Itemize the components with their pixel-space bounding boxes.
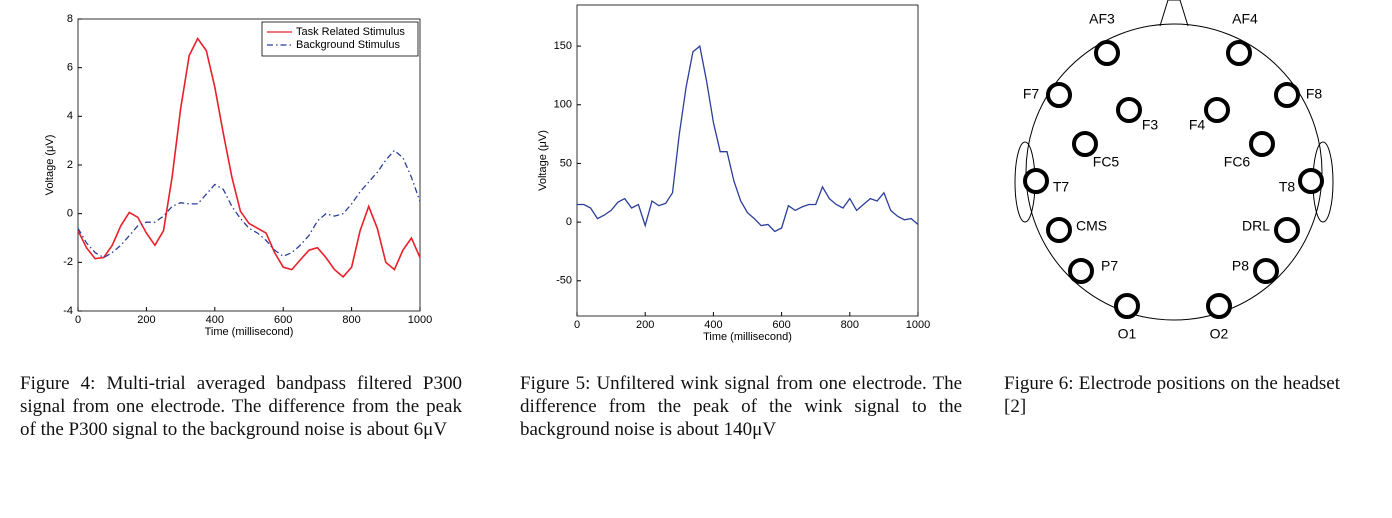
series-line xyxy=(77,149,421,259)
caption: Figure 6: Electrode positions on the hea… xyxy=(1004,373,1340,417)
electrode-label: O1 xyxy=(1118,326,1137,342)
electrode-label: FC5 xyxy=(1093,154,1120,170)
electrode xyxy=(1206,293,1232,319)
electrode-label: FC6 xyxy=(1224,154,1251,170)
electrode-label: T7 xyxy=(1053,179,1070,195)
series-line xyxy=(77,36,421,279)
caption: Figure 4: Multi-trial averaged bandpass … xyxy=(20,373,462,440)
x-tick-label: 0 xyxy=(75,314,81,326)
y-tick-label: 6 xyxy=(67,62,73,74)
x-axis-label: Time (millisecond) xyxy=(703,331,792,343)
y-tick-label: 0 xyxy=(566,216,572,228)
electrode-label: F4 xyxy=(1189,117,1206,133)
electrode xyxy=(1274,217,1300,243)
x-tick-label: 200 xyxy=(137,314,155,326)
head xyxy=(1025,23,1323,321)
electrode xyxy=(1114,293,1140,319)
x-tick-label: 0 xyxy=(574,319,580,331)
x-tick-label: 400 xyxy=(206,314,224,326)
y-tick-label: 2 xyxy=(67,159,73,171)
electrode xyxy=(1023,168,1049,194)
y-axis-label: Voltage (μV) xyxy=(537,130,549,191)
electrode-label: P8 xyxy=(1232,258,1249,274)
electrode xyxy=(1116,97,1142,123)
electrode-label: DRL xyxy=(1242,218,1270,234)
electrode-label: F7 xyxy=(1023,86,1040,102)
electrode xyxy=(1068,258,1094,284)
electrode-label: P7 xyxy=(1101,258,1118,274)
y-tick-label: 8 xyxy=(67,13,73,25)
electrode-label: CMS xyxy=(1076,218,1107,234)
caption: Figure 5: Unfiltered wink signal from on… xyxy=(520,373,962,440)
plot-frame xyxy=(77,18,421,312)
legend-label: Background Stimulus xyxy=(296,39,400,51)
x-tick-label: 400 xyxy=(704,319,722,331)
series-line xyxy=(577,44,919,233)
electrode xyxy=(1204,97,1230,123)
x-tick-label: 800 xyxy=(342,314,360,326)
x-axis-label: Time (millisecond) xyxy=(205,326,294,338)
electrode-label: O2 xyxy=(1210,326,1229,342)
electrode-label: T8 xyxy=(1279,179,1296,195)
x-tick-label: 600 xyxy=(772,319,790,331)
x-tick-label: 200 xyxy=(636,319,654,331)
electrode xyxy=(1298,168,1324,194)
y-tick-label: -4 xyxy=(63,305,73,317)
electrode xyxy=(1094,40,1120,66)
x-tick-label: 600 xyxy=(274,314,292,326)
electrode xyxy=(1072,131,1098,157)
y-tick-label: 0 xyxy=(67,208,73,220)
plot-frame xyxy=(576,4,919,317)
electrode xyxy=(1249,131,1275,157)
electrode-label: AF4 xyxy=(1232,11,1258,27)
electrode xyxy=(1226,40,1252,66)
y-tick-label: 50 xyxy=(560,157,572,169)
electrode-label: AF3 xyxy=(1089,11,1115,27)
nose xyxy=(1159,0,1189,27)
legend-box xyxy=(261,21,419,57)
head-diagram xyxy=(1014,0,1334,321)
y-tick-label: -50 xyxy=(556,275,572,287)
y-tick-label: 100 xyxy=(554,99,572,111)
x-tick-label: 1000 xyxy=(906,319,930,331)
electrode xyxy=(1046,217,1072,243)
y-tick-label: 150 xyxy=(554,40,572,52)
electrode-label: F3 xyxy=(1142,117,1159,133)
electrode xyxy=(1046,82,1072,108)
electrode xyxy=(1253,258,1279,284)
y-tick-label: -2 xyxy=(63,256,73,268)
x-tick-label: 1000 xyxy=(408,314,432,326)
y-tick-label: 4 xyxy=(67,110,73,122)
legend-label: Task Related Stimulus xyxy=(296,26,405,38)
y-axis-label: Voltage (μV) xyxy=(44,135,56,196)
electrode-label: F8 xyxy=(1306,86,1323,102)
electrode xyxy=(1274,82,1300,108)
x-tick-label: 800 xyxy=(841,319,859,331)
